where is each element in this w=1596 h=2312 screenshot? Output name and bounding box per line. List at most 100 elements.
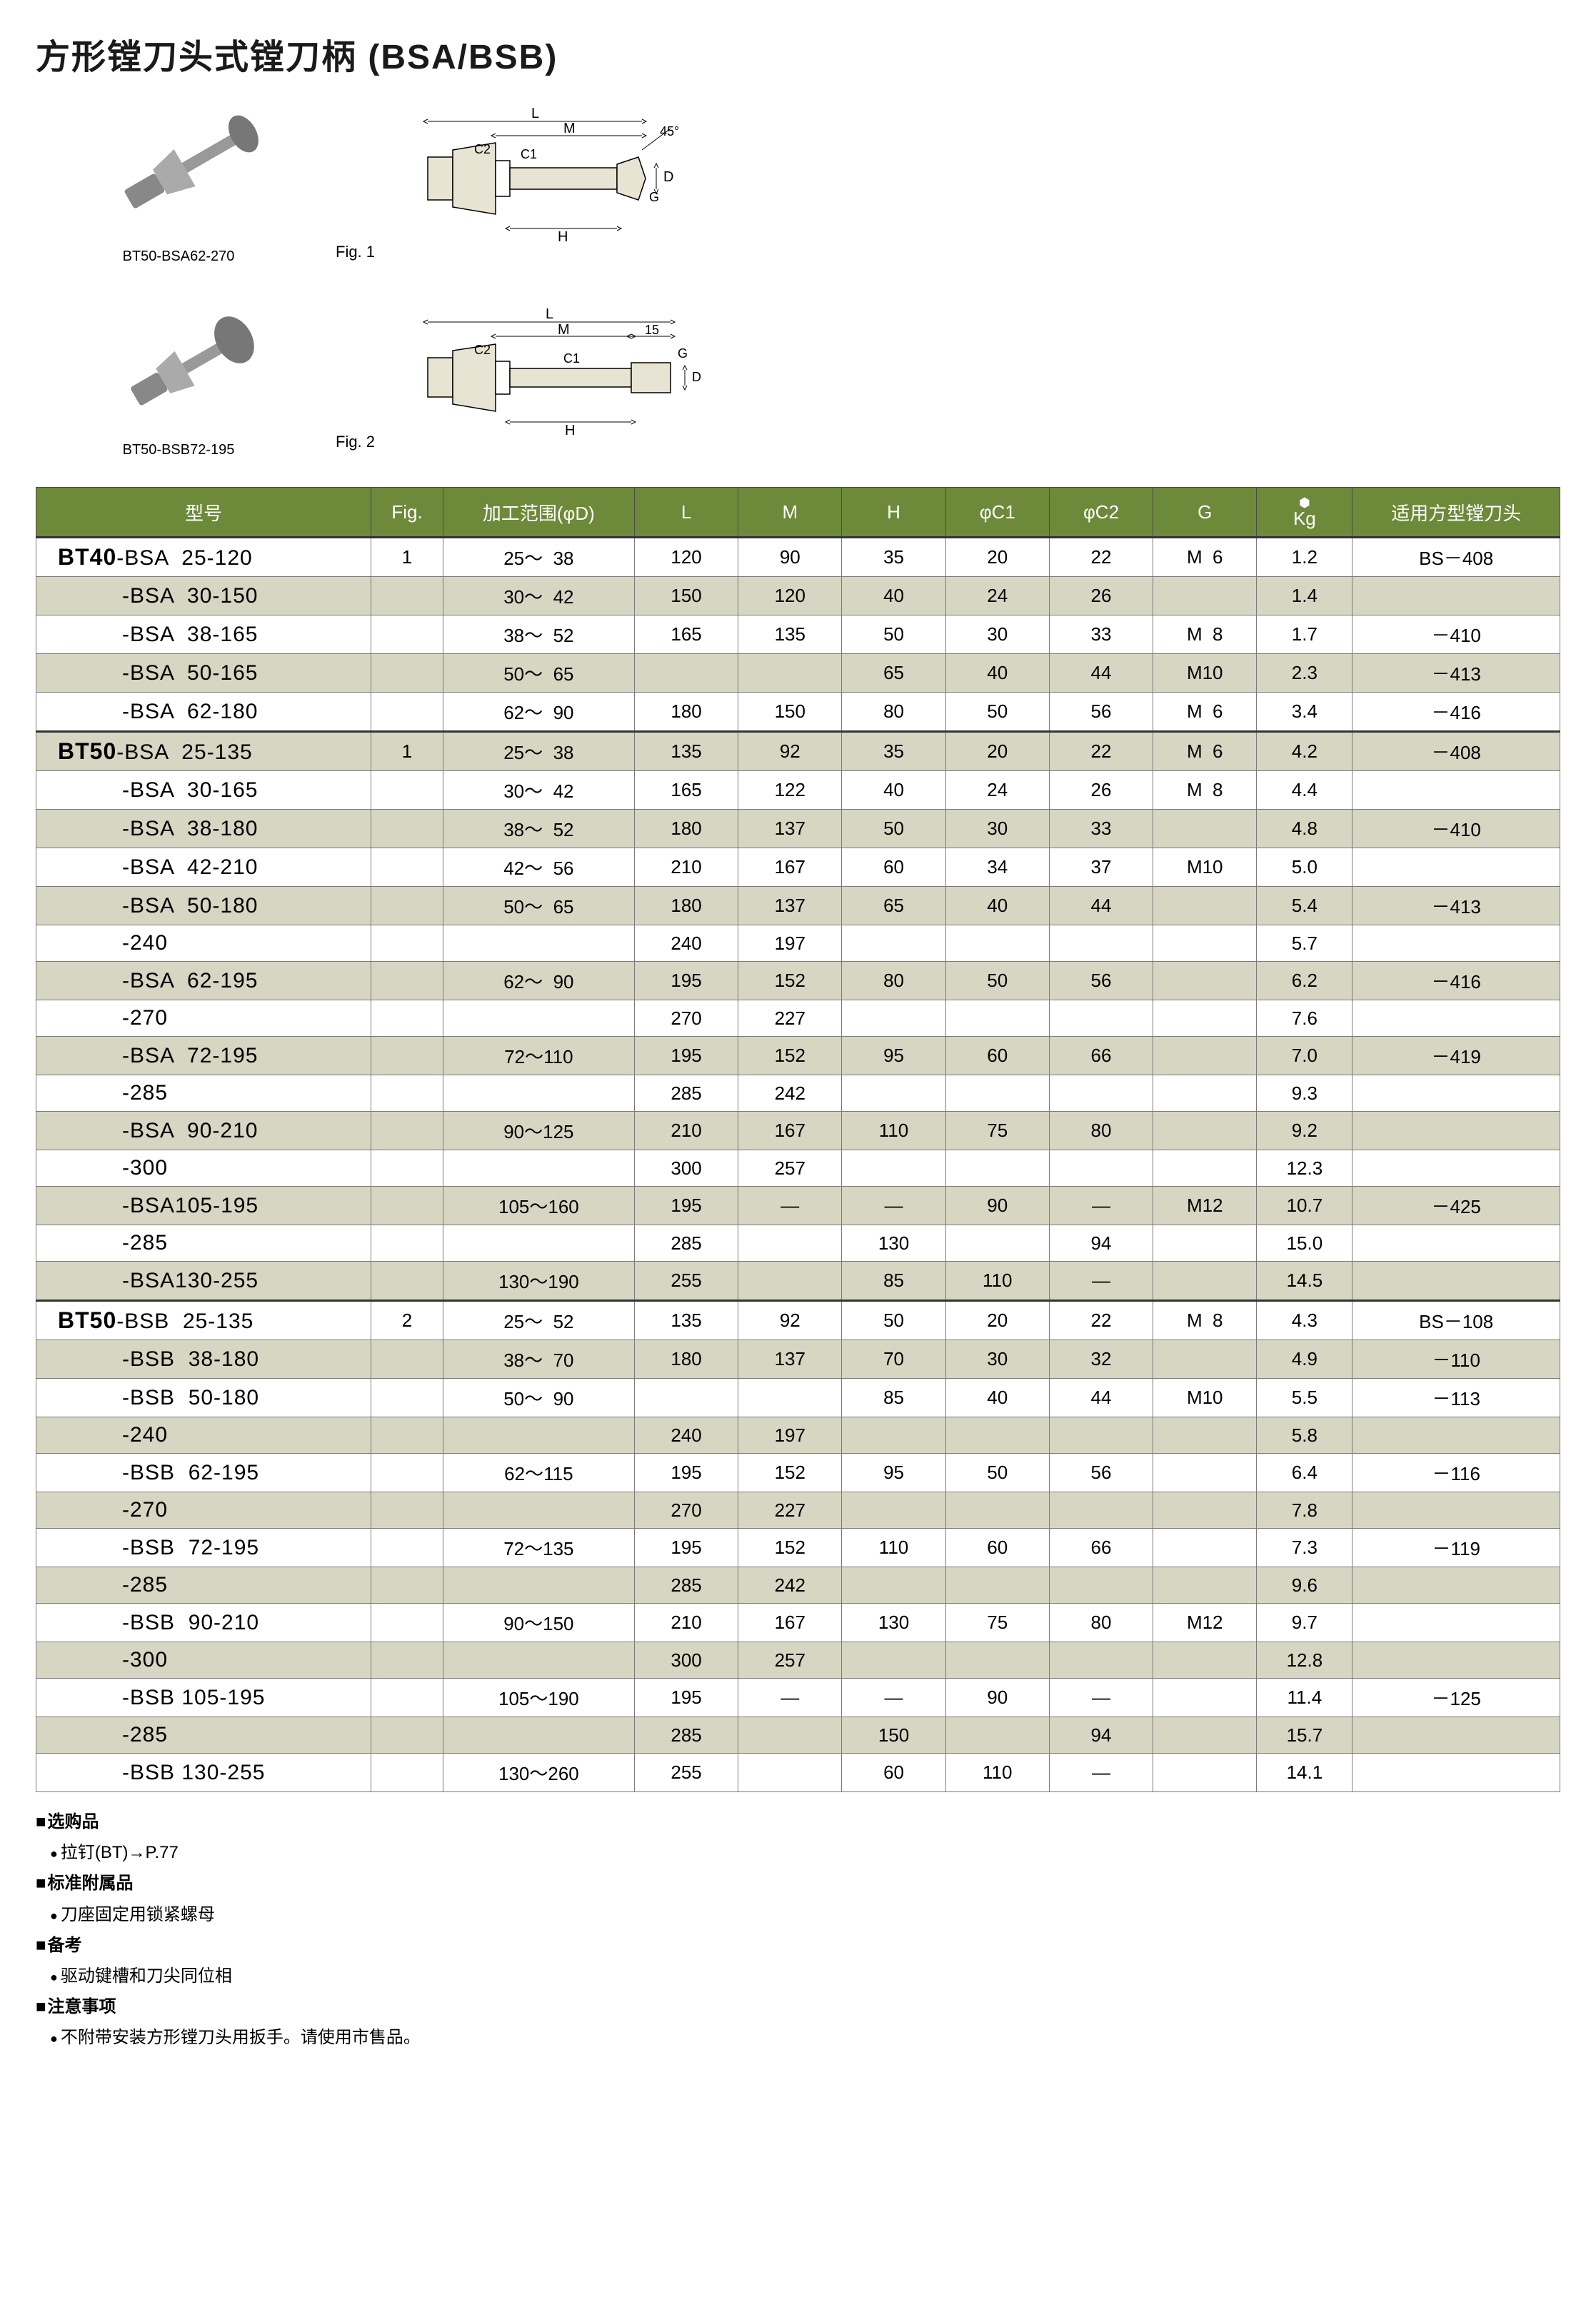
cell-fig — [371, 925, 443, 962]
cell-C1: 50 — [945, 1454, 1049, 1492]
cell-kg: 5.0 — [1257, 848, 1352, 887]
cell-app — [1352, 1262, 1560, 1301]
cell-app — [1352, 1075, 1560, 1112]
cell-fig — [371, 1340, 443, 1379]
cell-kg: 4.2 — [1257, 732, 1352, 771]
cell-H: 130 — [842, 1604, 945, 1642]
cell-G — [1153, 1492, 1257, 1529]
table-row: -BSA 38-16538～ 52165135503033M 81.7－410 — [36, 615, 1560, 654]
table-row: -2402401975.7 — [36, 925, 1560, 962]
table-row: BT40-BSA 25-120125～ 3812090352022M 61.2B… — [36, 538, 1560, 577]
cell-range: 50～ 65 — [443, 654, 634, 693]
cell-C1: 30 — [945, 615, 1049, 654]
cell-app: －125 — [1352, 1679, 1560, 1717]
cell-H: 110 — [842, 1112, 945, 1150]
cell-L: 180 — [634, 1340, 738, 1379]
table-row: -2852851309415.0 — [36, 1225, 1560, 1262]
cell-app: BS－408 — [1352, 538, 1560, 577]
note-heading-2: 标准附属品 — [36, 1868, 1560, 1899]
cell-L: 120 — [634, 538, 738, 577]
table-row: -BSB 38-18038～ 701801377030324.9－110 — [36, 1340, 1560, 1379]
cell-model: -BSB 62-195 — [36, 1454, 371, 1492]
cell-C1 — [945, 1642, 1049, 1679]
cell-C2: 33 — [1049, 810, 1153, 848]
cell-kg: 5.8 — [1257, 1417, 1352, 1454]
product-label-1: BT50-BSA62-270 — [123, 248, 235, 265]
cell-range: 130～260 — [443, 1754, 634, 1792]
th-app: 适用方型镗刀头 — [1352, 488, 1560, 538]
cell-fig — [371, 771, 443, 810]
cell-G: M 8 — [1153, 771, 1257, 810]
cell-C2: 44 — [1049, 654, 1153, 693]
cell-range: 30～ 42 — [443, 771, 634, 810]
cell-model: -285 — [36, 1717, 371, 1754]
cell-C2 — [1049, 1567, 1153, 1604]
cell-G — [1153, 1679, 1257, 1717]
svg-text:C1: C1 — [563, 351, 580, 366]
cell-H — [842, 1000, 945, 1037]
cell-range: 25～ 38 — [443, 732, 634, 771]
cell-model: -BSB 50-180 — [36, 1379, 371, 1417]
cell-fig — [371, 577, 443, 615]
cell-app — [1352, 1000, 1560, 1037]
cell-C2: ― — [1049, 1679, 1153, 1717]
cell-H — [842, 1492, 945, 1529]
cell-M — [738, 1262, 842, 1301]
cell-C1 — [945, 1417, 1049, 1454]
cell-C1 — [945, 1150, 1049, 1187]
cell-range: 105～190 — [443, 1679, 634, 1717]
cell-C2: 66 — [1049, 1529, 1153, 1567]
cell-app: －410 — [1352, 810, 1560, 848]
cell-C1 — [945, 1717, 1049, 1754]
cell-C1: 24 — [945, 771, 1049, 810]
cell-G — [1153, 1150, 1257, 1187]
cell-C2: 22 — [1049, 732, 1153, 771]
cell-C1 — [945, 1075, 1049, 1112]
cell-C2: 56 — [1049, 693, 1153, 732]
cell-range: 42～ 56 — [443, 848, 634, 887]
th-fig: Fig. — [371, 488, 443, 538]
cell-app: －410 — [1352, 615, 1560, 654]
cell-C2: ― — [1049, 1754, 1153, 1792]
cell-L: 270 — [634, 1492, 738, 1529]
cell-M — [738, 1379, 842, 1417]
cell-M: 167 — [738, 848, 842, 887]
svg-text:G: G — [678, 346, 688, 361]
cell-G — [1153, 962, 1257, 1000]
cell-kg: 1.2 — [1257, 538, 1352, 577]
svg-text:M: M — [558, 322, 570, 338]
cell-model: -BSB 130-255 — [36, 1754, 371, 1792]
cell-kg: 12.8 — [1257, 1642, 1352, 1679]
table-header-row: 型号 Fig. 加工范围(φD) L M H φC1 φC2 G ⬢Kg 适用方… — [36, 488, 1560, 538]
cell-M: 122 — [738, 771, 842, 810]
cell-range: 25～ 38 — [443, 538, 634, 577]
cell-model: -BSA 62-195 — [36, 962, 371, 1000]
cell-app — [1352, 925, 1560, 962]
table-row: -2852852429.6 — [36, 1567, 1560, 1604]
cell-app: －110 — [1352, 1340, 1560, 1379]
cell-fig — [371, 1037, 443, 1075]
cell-range: 38～ 52 — [443, 615, 634, 654]
cell-kg: 5.5 — [1257, 1379, 1352, 1417]
note-item-2: 刀座固定用锁紧螺母 — [36, 1899, 1560, 1930]
cell-G — [1153, 1529, 1257, 1567]
note-item-3: 驱动键槽和刀尖同位相 — [36, 1961, 1560, 1991]
table-row: -BSB 90-21090～1502101671307580M129.7 — [36, 1604, 1560, 1642]
cell-H: 150 — [842, 1717, 945, 1754]
cell-G — [1153, 1754, 1257, 1792]
note-heading-1: 选购品 — [36, 1806, 1560, 1837]
cell-G — [1153, 1225, 1257, 1262]
table-row: -BSB 105-195105～190195――90―11.4－125 — [36, 1679, 1560, 1717]
cell-C2: 26 — [1049, 771, 1153, 810]
cell-H: 40 — [842, 577, 945, 615]
cell-range — [443, 1075, 634, 1112]
cell-C2 — [1049, 1000, 1153, 1037]
cell-fig — [371, 962, 443, 1000]
cell-kg: 11.4 — [1257, 1679, 1352, 1717]
cell-model: -BSA 30-150 — [36, 577, 371, 615]
cell-C2: 94 — [1049, 1225, 1153, 1262]
cell-C2: 33 — [1049, 615, 1153, 654]
cell-C1: 90 — [945, 1187, 1049, 1225]
cell-G: M 8 — [1153, 1301, 1257, 1340]
cell-model: BT40-BSA 25-120 — [36, 538, 371, 577]
